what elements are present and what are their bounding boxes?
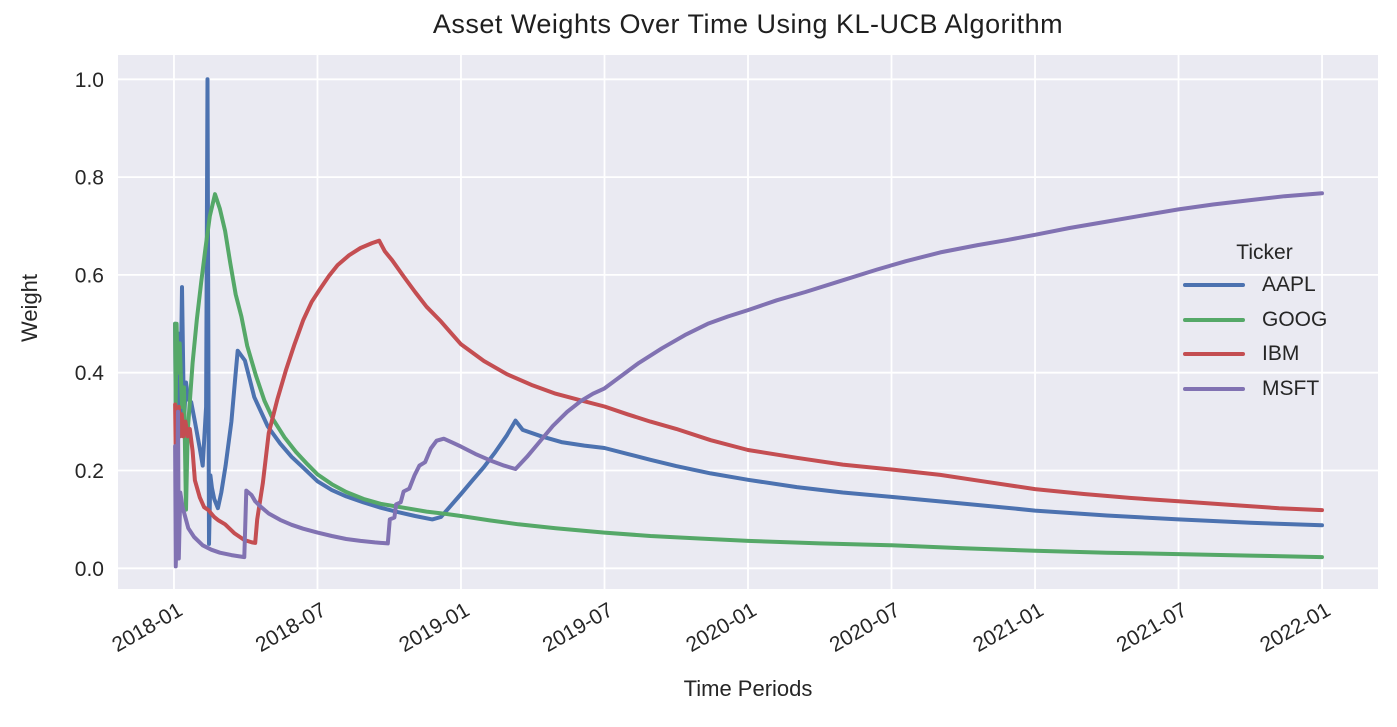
legend-swatch-AAPL	[1183, 283, 1245, 288]
y-tick-label: 1.0	[75, 69, 104, 92]
legend-item-IBM: IBM	[1172, 337, 1357, 372]
legend-label-GOOG: GOOG	[1262, 307, 1328, 331]
x-tick-label: 2019-01	[395, 598, 473, 656]
legend-swatch-IBM	[1183, 352, 1245, 357]
legend: Ticker AAPL GOOG IBM MSFT	[1172, 238, 1357, 406]
x-tick-label: 2022-01	[1256, 598, 1334, 656]
x-tick-label: 2019-07	[539, 598, 617, 656]
legend-swatch-GOOG	[1183, 317, 1245, 322]
series-line-MSFT	[173, 191, 1324, 569]
legend-label-AAPL: AAPL	[1262, 273, 1316, 297]
series-line-AAPL	[173, 77, 1324, 546]
x-tick-label: 2020-07	[826, 598, 904, 656]
y-tick-label: 0.2	[75, 460, 104, 483]
series-line-IBM	[173, 238, 1324, 545]
legend-label-IBM: IBM	[1262, 342, 1300, 366]
legend-item-AAPL: AAPL	[1172, 268, 1357, 303]
y-tick-label: 0.8	[75, 167, 104, 190]
x-tick-label: 2018-07	[252, 598, 330, 656]
chart-title: Asset Weights Over Time Using KL-UCB Alg…	[432, 9, 1064, 39]
y-tick-label: 0.6	[75, 264, 104, 287]
x-tick-label: 2020-01	[682, 598, 760, 656]
legend-swatch-MSFT	[1183, 386, 1245, 391]
legend-item-MSFT: MSFT	[1172, 372, 1357, 407]
legend-label-MSFT: MSFT	[1262, 376, 1320, 400]
x-axis-label: Time Periods	[683, 676, 813, 701]
y-tick-label: 0.4	[75, 362, 105, 385]
y-axis-label: Weight	[17, 273, 42, 343]
x-tick-label: 2021-07	[1113, 598, 1191, 656]
legend-item-GOOG: GOOG	[1172, 303, 1357, 338]
x-tick-label: 2021-01	[969, 598, 1047, 656]
y-tick-label: 0.0	[75, 558, 104, 581]
legend-title: Ticker	[1236, 241, 1293, 264]
series-line-GOOG	[173, 192, 1324, 560]
legend-items: AAPL GOOG IBM MSFT	[1172, 268, 1357, 406]
x-tick-label: 2018-01	[108, 598, 186, 656]
